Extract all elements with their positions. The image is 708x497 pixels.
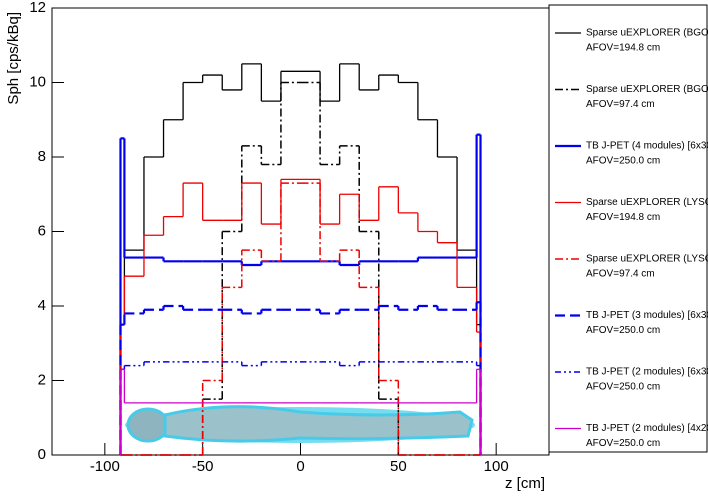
legend-label: Sparse uEXPLORER (BGO): [586, 84, 708, 95]
legend-afov: AFOV=250.0 cm: [586, 382, 660, 393]
legend-label: Sparse uEXPLORER (LYSO): [586, 254, 708, 265]
legend-afov: AFOV=250.0 cm: [586, 156, 660, 167]
legend-label: TB J-PET (3 modules) [6x30]: [586, 310, 708, 321]
legend-box: [548, 4, 708, 453]
legend-label: TB J-PET (4 modules) [6x30]: [586, 141, 708, 152]
legend-label: Sparse uEXPLORER (BGO): [586, 28, 708, 39]
y-tick-label: 4: [38, 297, 46, 314]
y-tick-label: 10: [29, 73, 46, 90]
legend-afov: AFOV=97.4 cm: [586, 269, 655, 280]
x-tick-label: -50: [192, 458, 214, 475]
y-tick-label: 0: [38, 446, 46, 463]
y-tick-label: 6: [38, 222, 46, 239]
legend-afov: AFOV=250.0 cm: [586, 438, 660, 449]
x-tick-label: 0: [296, 458, 304, 475]
legend-afov: AFOV=194.8 cm: [586, 212, 660, 223]
x-tick-label: 50: [390, 458, 407, 475]
y-tick-label: 12: [29, 0, 46, 16]
y-tick-label: 8: [38, 148, 46, 165]
legend-afov: AFOV=194.8 cm: [586, 43, 660, 54]
legend-label: TB J-PET (2 modules) [6x30]: [586, 367, 708, 378]
legend-label: TB J-PET (2 modules) [4x20]: [586, 423, 708, 434]
x-tick-label: -100: [90, 458, 120, 475]
y-tick-label: 2: [38, 371, 46, 388]
y-axis-label: Sph [cps/kBq]: [5, 12, 22, 105]
body-torso: [163, 405, 474, 443]
legend-label: Sparse uEXPLORER (LYSO): [586, 197, 708, 208]
body-illustration: [125, 405, 475, 443]
body-head: [126, 407, 170, 443]
legend-afov: AFOV=97.4 cm: [586, 99, 655, 110]
x-tick-label: 100: [484, 458, 509, 475]
x-axis-label: z [cm]: [505, 475, 545, 492]
legend-afov: AFOV=250.0 cm: [586, 325, 660, 336]
plot-frame: [51, 7, 550, 456]
